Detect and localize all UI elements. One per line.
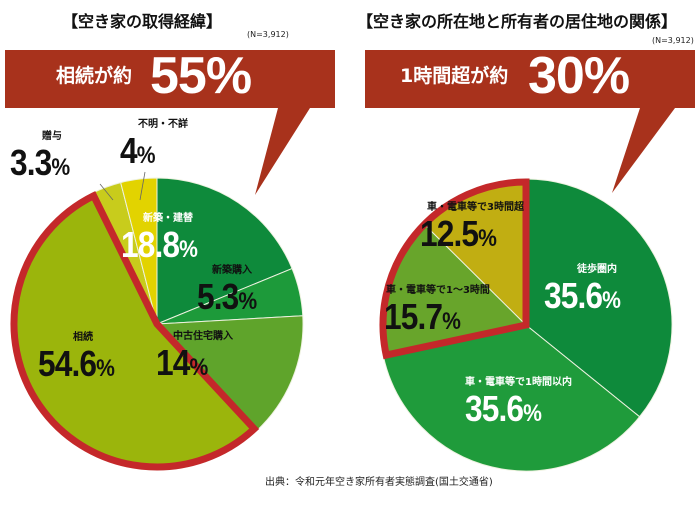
- slice-value: 54.6%: [38, 343, 115, 384]
- callout-value-right: 30%: [528, 47, 630, 105]
- pie-slice: [156, 177, 293, 325]
- slice-label: 新築購入: [212, 265, 252, 276]
- slice-value: 15.7%: [384, 296, 461, 337]
- highlight-border: [379, 178, 530, 360]
- callout-right: [365, 50, 695, 193]
- slice-value: 3.3%: [10, 142, 70, 183]
- slice-value: 35.6%: [465, 388, 542, 429]
- sample-size-right: (N=3,912): [652, 36, 694, 45]
- pie-slice: [155, 315, 304, 432]
- slice-label: 車・電車等で1時間以内: [465, 377, 572, 388]
- callout-text-right: 1時間超が約: [400, 65, 509, 87]
- chart-title-right: 【空き家の所在地と所有者の居住地の関係】: [357, 12, 678, 31]
- slice-value: 5.3%: [197, 276, 257, 317]
- slice-label: 徒歩圏内: [577, 264, 617, 275]
- slice-value: 18.8%: [121, 224, 198, 265]
- slice-value: 35.6%: [544, 275, 621, 316]
- pie-slice: [120, 177, 158, 325]
- slice-label: 車・電車等で1～3時間: [386, 285, 490, 296]
- chart-title-left: 【空き家の取得経緯】: [62, 12, 223, 31]
- callout-value-left: 55%: [150, 47, 252, 105]
- leader-line: [99, 183, 114, 201]
- pie-slice: [382, 324, 641, 472]
- slice-label: 車・電車等で3時間超: [427, 202, 524, 213]
- callout-text-left: 相続が約: [56, 65, 133, 87]
- slice-label: 不明・不詳: [138, 119, 188, 130]
- callout-left: [5, 50, 335, 195]
- highlight-border: [10, 191, 260, 471]
- slice-label: 贈与: [42, 131, 62, 142]
- source-note: 出典：令和元年空き家所有者実態調査(国土交通省): [265, 477, 493, 488]
- slice-value: 4%: [120, 130, 156, 171]
- slice-value: 14%: [156, 342, 208, 383]
- slice-label: 相続: [73, 332, 93, 343]
- slice-label: 中古住宅購入: [173, 331, 233, 342]
- leader-line: [139, 171, 146, 201]
- sample-size-left: (N=3,912): [247, 30, 289, 39]
- slice-label: 新築・建替: [143, 213, 193, 224]
- slice-value: 12.5%: [420, 213, 497, 254]
- pie-slice: [525, 178, 673, 418]
